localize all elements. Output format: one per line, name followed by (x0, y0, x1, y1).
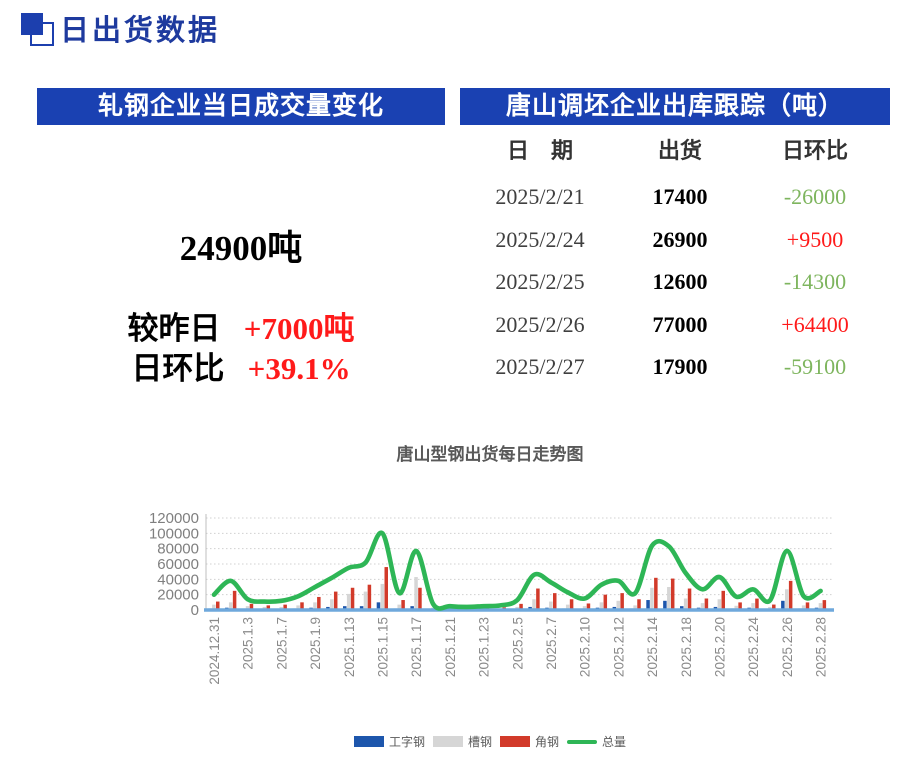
cell-date: 2025/2/26 (495, 311, 585, 337)
svg-text:120000: 120000 (149, 510, 199, 527)
svg-text:2025.2.12: 2025.2.12 (611, 617, 626, 677)
svg-text:2025.2.5: 2025.2.5 (510, 617, 525, 670)
cell-date: 2025/2/27 (495, 354, 585, 379)
cell-change: +9500 (786, 226, 844, 252)
svg-text:2025.1.13: 2025.1.13 (342, 617, 357, 677)
cell-date: 2025/2/24 (495, 226, 585, 252)
svg-text:2025.1.23: 2025.1.23 (477, 617, 492, 677)
page-title: 日出货数据 (60, 15, 221, 47)
legend-item-槽钢: 槽钢 (432, 733, 492, 750)
cell-date: 2025/2/21 (495, 184, 585, 209)
dod-label: 日环比 (131, 351, 225, 386)
cell-shipment: 17400 (652, 184, 708, 209)
vs-yesterday-label: 较昨日 (127, 311, 221, 346)
chart-title: 唐山型钢出货每日走势图 (396, 445, 584, 464)
svg-text:2024.12.31: 2024.12.31 (207, 617, 222, 685)
table-row: 2025/2/26 77000 +64400 (460, 310, 890, 340)
svg-text:2025.1.15: 2025.1.15 (376, 617, 391, 677)
title-square-icon (21, 13, 43, 35)
cell-change: +64400 (781, 311, 849, 337)
table-row: 2025/2/21 17400 -26000 (460, 182, 890, 212)
cell-change: -59100 (783, 354, 847, 379)
legend-item-角钢: 角钢 (500, 733, 559, 750)
legend-bar-swatch-icon (432, 736, 463, 747)
legend-bar-swatch-icon (500, 736, 530, 747)
table-row: 2025/2/25 12600 -14300 (460, 267, 890, 297)
legend-item-工字钢: 工字钢 (353, 733, 425, 750)
svg-text:2025.2.28: 2025.2.28 (814, 617, 829, 677)
right-panel-header: 唐山调坯企业出库跟踪（吨） (460, 88, 890, 125)
vs-yesterday-value: +7000吨 (243, 311, 355, 346)
svg-text:2025.2.10: 2025.2.10 (578, 617, 593, 677)
cell-date: 2025/2/25 (495, 269, 585, 294)
svg-text:2025.2.20: 2025.2.20 (713, 617, 728, 677)
svg-text:80000: 80000 (157, 541, 199, 558)
cell-change: -26000 (783, 184, 847, 209)
svg-text:0: 0 (191, 602, 199, 619)
left-panel-header: 轧钢企业当日成交量变化 (37, 88, 445, 125)
col-header-date: 日 期 (506, 138, 573, 163)
svg-text:40000: 40000 (157, 571, 199, 588)
table-row: 2025/2/24 26900 +9500 (460, 225, 890, 255)
dod-value: +39.1% (247, 351, 351, 386)
table-header-row: 日 期 出货 日环比 (460, 136, 890, 166)
legend-label: 工字钢 (388, 735, 425, 749)
col-header-shipment: 出货 (657, 138, 702, 163)
col-header-dod: 日环比 (781, 138, 848, 163)
legend-line-swatch-icon (567, 739, 598, 744)
bars-角钢 (216, 567, 827, 610)
svg-text:2025.1.17: 2025.1.17 (409, 617, 424, 677)
volume-value: 24900吨 (179, 229, 303, 268)
dod-line: 日环比 +39.1% (37, 343, 445, 388)
legend-item-总量: 总量 (567, 733, 626, 750)
svg-text:60000: 60000 (157, 556, 199, 573)
daily-volume-panel: 24900吨 较昨日 +7000吨 日环比 +39.1% (37, 125, 445, 405)
chart-legend: 工字钢 槽钢 角钢 总量 (120, 733, 860, 750)
svg-text:2025.1.9: 2025.1.9 (308, 617, 323, 670)
legend-label: 槽钢 (467, 735, 492, 749)
cell-shipment: 17900 (652, 354, 708, 379)
legend-bar-swatch-icon (353, 736, 384, 747)
trend-chart-svg: 0200004000060000800001000001200002024.12… (149, 510, 834, 685)
svg-text:100000: 100000 (149, 525, 199, 542)
cell-change: -14300 (783, 269, 847, 294)
svg-text:2025.1.21: 2025.1.21 (443, 617, 458, 677)
x-axis-labels: 2024.12.31 2025.1.3 2025.1.7 2025.1.9 2025.1… (207, 617, 829, 685)
svg-text:2025.1.3: 2025.1.3 (241, 617, 256, 670)
bar-series (208, 567, 827, 610)
total-line (211, 530, 823, 611)
svg-text:20000: 20000 (157, 587, 199, 604)
svg-text:2025.1.7: 2025.1.7 (274, 617, 289, 670)
legend-label: 总量 (602, 735, 627, 749)
svg-text:2025.2.24: 2025.2.24 (746, 617, 761, 678)
cell-shipment: 77000 (652, 311, 708, 337)
cell-shipment: 26900 (652, 226, 708, 252)
gridlines (206, 517, 832, 596)
cell-shipment: 12600 (652, 269, 708, 294)
svg-text:2025.2.7: 2025.2.7 (544, 617, 559, 670)
svg-text:2025.2.14: 2025.2.14 (645, 617, 660, 678)
table-row: 2025/2/27 17900 -59100 (460, 352, 890, 382)
legend-label: 角钢 (535, 735, 560, 749)
svg-text:2025.2.18: 2025.2.18 (679, 617, 694, 677)
vs-yesterday-line: 较昨日 +7000吨 (37, 303, 445, 348)
svg-text:2025.2.26: 2025.2.26 (780, 617, 795, 677)
